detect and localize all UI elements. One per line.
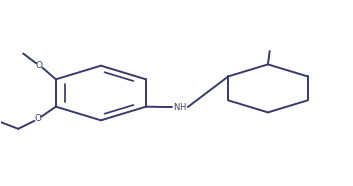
Text: O: O <box>34 114 41 123</box>
Text: H: H <box>179 102 185 112</box>
Text: O: O <box>35 61 42 70</box>
Text: N: N <box>173 102 179 112</box>
